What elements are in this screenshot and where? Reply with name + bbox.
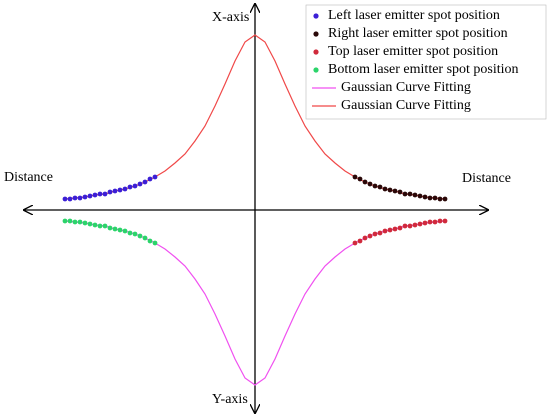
spot-point bbox=[442, 218, 448, 224]
spot-point bbox=[92, 222, 98, 228]
spot-point bbox=[442, 196, 448, 202]
legend-swatch bbox=[313, 67, 319, 73]
spot-point bbox=[72, 195, 78, 201]
spot-point bbox=[147, 176, 153, 182]
legend-label: Gaussian Curve Fitting bbox=[341, 80, 471, 95]
spot-point bbox=[102, 223, 108, 229]
spot-point bbox=[412, 222, 418, 228]
legend-label: Gaussian Curve Fitting bbox=[341, 98, 471, 113]
spot-point bbox=[367, 233, 373, 239]
spot-point bbox=[117, 227, 123, 233]
spot-point bbox=[82, 194, 88, 200]
spot-point bbox=[137, 181, 143, 187]
spot-point bbox=[357, 176, 363, 182]
spot-point bbox=[137, 233, 143, 239]
legend-swatch bbox=[313, 13, 319, 19]
spot-point bbox=[432, 219, 438, 225]
legend-box bbox=[305, 4, 547, 120]
spot-point bbox=[367, 181, 373, 187]
spot-point bbox=[397, 189, 403, 195]
spot-point bbox=[352, 240, 358, 246]
axis-label: Distance bbox=[462, 171, 511, 186]
spot-point bbox=[127, 230, 133, 236]
legend-label: Bottom laser emitter spot position bbox=[328, 62, 519, 77]
spot-point bbox=[112, 188, 118, 194]
spot-point bbox=[152, 174, 158, 180]
spot-point bbox=[97, 191, 103, 197]
legend-swatch bbox=[313, 31, 319, 37]
spot-point bbox=[382, 186, 388, 192]
spot-point bbox=[437, 196, 443, 202]
spot-point bbox=[427, 195, 433, 201]
spot-point bbox=[357, 238, 363, 244]
spot-point bbox=[422, 220, 428, 226]
legend-label: Right laser emitter spot position bbox=[328, 26, 508, 41]
spot-point bbox=[352, 174, 358, 180]
spot-point bbox=[417, 221, 423, 227]
spot-point bbox=[402, 223, 408, 229]
spot-point bbox=[402, 191, 408, 197]
spot-point bbox=[432, 195, 438, 201]
spot-point bbox=[372, 231, 378, 237]
spot-point bbox=[412, 192, 418, 198]
spot-point bbox=[387, 187, 393, 193]
spot-point bbox=[92, 192, 98, 198]
spot-point bbox=[132, 231, 138, 237]
legend: Left laser emitter spot position Right la… bbox=[312, 8, 519, 113]
spot-point bbox=[77, 219, 83, 225]
spot-point bbox=[377, 230, 383, 236]
spot-point bbox=[87, 193, 93, 199]
spot-point bbox=[427, 219, 433, 225]
spot-point bbox=[392, 226, 398, 232]
spot-point bbox=[372, 183, 378, 189]
spot-point bbox=[87, 221, 93, 227]
axis-label: Distance bbox=[4, 170, 53, 185]
spot-point bbox=[397, 225, 403, 231]
spot-point bbox=[132, 183, 138, 189]
spot-point bbox=[392, 188, 398, 194]
plot bbox=[62, 34, 448, 386]
spot-point bbox=[147, 238, 153, 244]
spot-point bbox=[117, 187, 123, 193]
spot-point bbox=[122, 186, 128, 192]
spot-point bbox=[382, 228, 388, 234]
spot-point bbox=[62, 196, 68, 202]
spot-point bbox=[107, 225, 113, 231]
spot-point bbox=[437, 218, 443, 224]
spot-point bbox=[72, 219, 78, 225]
spot-point bbox=[122, 228, 128, 234]
legend-label: Left laser emitter spot position bbox=[328, 8, 500, 23]
spot-point bbox=[387, 227, 393, 233]
spot-point bbox=[362, 179, 368, 185]
spot-point bbox=[102, 191, 108, 197]
spot-point bbox=[77, 195, 83, 201]
spot-point bbox=[67, 196, 73, 202]
spot-point bbox=[407, 223, 413, 229]
spot-point bbox=[82, 220, 88, 226]
spot-point bbox=[422, 194, 428, 200]
spot-point bbox=[142, 235, 148, 241]
spot-point bbox=[362, 235, 368, 241]
axis-label: X-axis bbox=[212, 10, 249, 25]
legend-swatch bbox=[313, 49, 319, 55]
spot-point bbox=[62, 218, 68, 224]
spot-point bbox=[417, 193, 423, 199]
spot-point bbox=[377, 184, 383, 190]
spot-point bbox=[407, 191, 413, 197]
spot-point bbox=[152, 240, 158, 246]
axis-label: Y-axis bbox=[212, 392, 248, 407]
spot-point bbox=[112, 226, 118, 232]
spot-point bbox=[127, 184, 133, 190]
spot-point bbox=[67, 218, 73, 224]
spot-point bbox=[97, 223, 103, 229]
legend-label: Top laser emitter spot position bbox=[328, 44, 498, 59]
spot-point bbox=[107, 189, 113, 195]
spot-point bbox=[142, 179, 148, 185]
